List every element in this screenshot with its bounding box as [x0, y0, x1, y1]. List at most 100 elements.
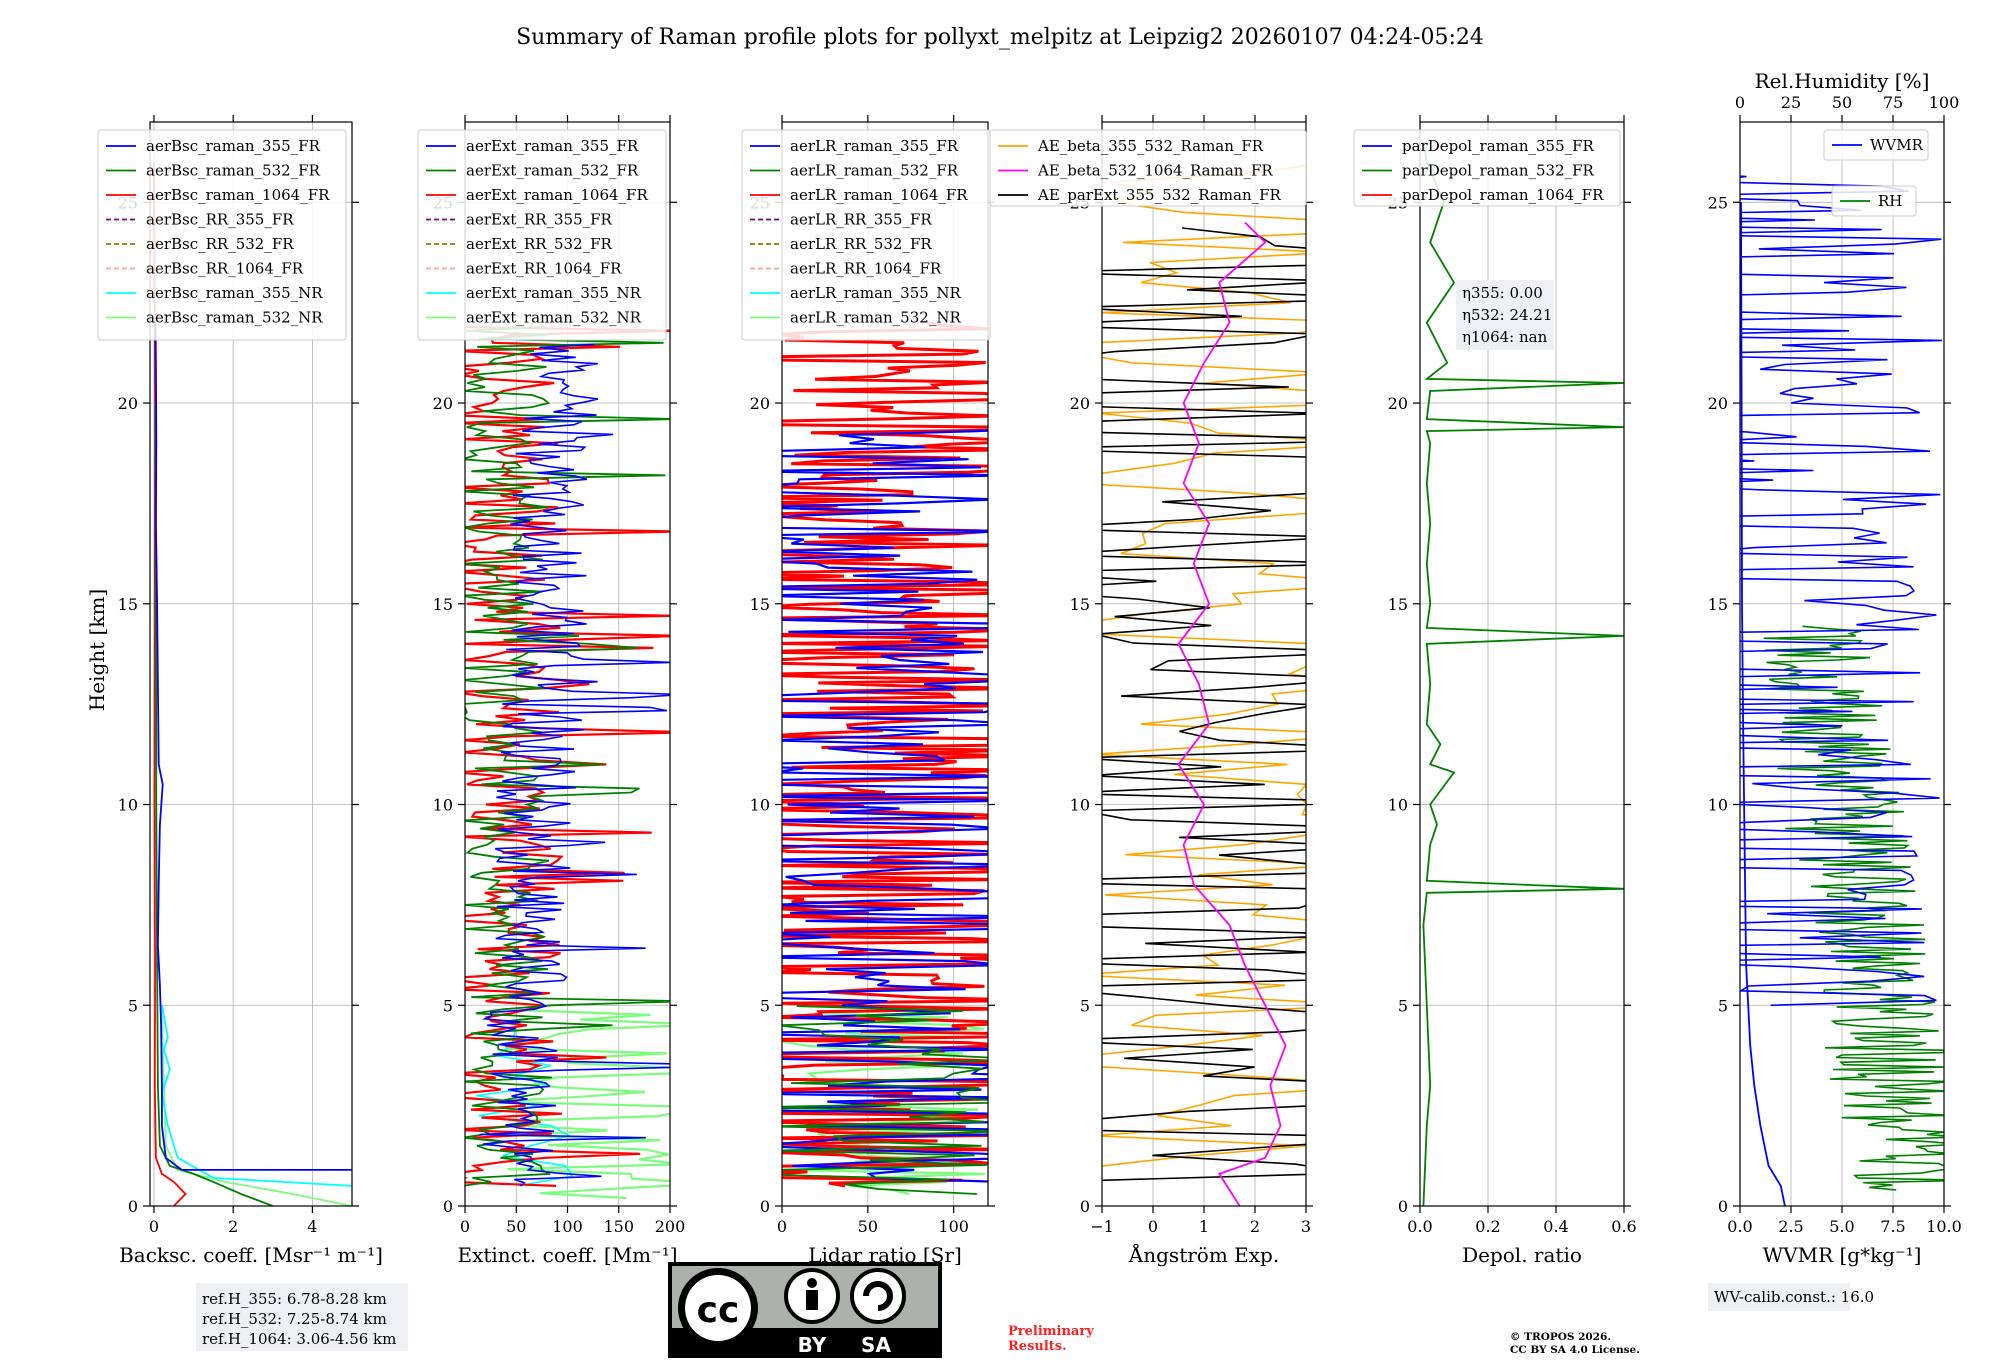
ytick-label: 5: [760, 996, 770, 1015]
preliminary-line-1: Preliminary: [1008, 1324, 1094, 1339]
ytick-label: 15: [1070, 595, 1090, 614]
cc-license-badge: cc BY SA: [668, 1262, 942, 1358]
series-WVMR: [1740, 202, 1786, 1206]
cc-circle: [685, 1275, 751, 1341]
xtick-label: 7.5: [1880, 1217, 1905, 1236]
wv-calib-bg: [1708, 1283, 1850, 1311]
series-AE_parExt_355_532_Raman_FR: [1102, 227, 1306, 1182]
xtick-label: 100: [552, 1217, 583, 1236]
series-aerBsc_raman_355_FR: [154, 322, 352, 1171]
ytick-label: 10: [750, 796, 770, 815]
xtick-label: 0: [777, 1217, 787, 1236]
xtick-label: 0.6: [1611, 1217, 1636, 1236]
ytick-label: 15: [750, 595, 770, 614]
xtick-label: 50: [506, 1217, 526, 1236]
legend-label: aerLR_RR_355_FR: [790, 211, 932, 229]
series-aerExt_raman_532_FR: [465, 325, 670, 1187]
xtick-label: 0: [460, 1217, 470, 1236]
data-traces-water_vapor: [1740, 175, 1944, 1206]
wv-calib-text: WV-calib.const.: 16.0: [1714, 1288, 1874, 1306]
ytick-label: 15: [118, 595, 138, 614]
ytick-label: 15: [433, 595, 453, 614]
legend-box-WVMR: [1823, 129, 1929, 161]
ytick-label: 20: [118, 394, 138, 413]
series-aerExt_raman_355_FR: [479, 343, 670, 1187]
ref-height-box: ref.H_355: 6.78-8.28 km ref.H_532: 7.25-…: [196, 1283, 408, 1351]
sa-icon-arrow: [863, 1281, 893, 1311]
xlabel-depol: Depol. ratio: [1462, 1243, 1582, 1267]
xtick-label: 5.0: [1829, 1217, 1854, 1236]
panel-angstrom: −101230510152025Ångström Exp.AE_beta_355…: [989, 115, 1313, 1267]
data-traces-lidar_ratio: [782, 321, 988, 1196]
y-axis-label: Height [km]: [85, 589, 109, 711]
ref-height-532: ref.H_532: 7.25-8.74 km: [202, 1310, 387, 1328]
xtick-label: 1: [1199, 1217, 1209, 1236]
sa-icon: [850, 1268, 906, 1324]
ytick-label: 20: [1388, 394, 1408, 413]
ytick-label: 5: [1398, 996, 1408, 1015]
series-AE_beta_355_532_Raman_FR: [1102, 164, 1306, 1167]
by-label: BY: [798, 1333, 827, 1357]
xtick-label: 0.4: [1543, 1217, 1568, 1236]
series-aerLR_raman_532_FR: [782, 1005, 988, 1195]
legend-box-angstrom: [989, 129, 1307, 207]
legend-label: aerLR_RR_532_FR: [790, 235, 932, 253]
ytick-label: 5: [128, 996, 138, 1015]
legend-label: aerLR_raman_1064_FR: [790, 186, 968, 204]
legend-label: aerBsc_RR_355_FR: [146, 211, 294, 229]
ref-height-1064: ref.H_1064: 3.06-4.56 km: [202, 1330, 396, 1348]
ytick-label: 0: [1398, 1197, 1408, 1216]
cc-logo-text: cc: [697, 1290, 740, 1331]
legend-label: AE_parExt_355_532_Raman_FR: [1037, 186, 1282, 204]
by-icon-head: [807, 1278, 817, 1288]
figure-title: Summary of Raman profile plots for polly…: [516, 25, 1484, 50]
panels: 0240510152025Backsc. coeff. [Msr⁻¹ m⁻¹]a…: [97, 69, 1962, 1267]
legend-label: aerExt_RR_1064_FR: [466, 260, 622, 278]
legend-label: aerLR_raman_355_FR: [790, 137, 959, 155]
legend-label: aerBsc_raman_355_FR: [146, 137, 321, 155]
ytick-label: 0: [128, 1197, 138, 1216]
ytick-label: 20: [1070, 394, 1090, 413]
legend-label: aerBsc_raman_355_NR: [146, 284, 323, 302]
xtick-label: 50: [858, 1217, 878, 1236]
ytick-label: 20: [750, 394, 770, 413]
legend-label: aerExt_raman_1064_FR: [466, 186, 648, 204]
legend-label: aerExt_raman_355_FR: [466, 137, 639, 155]
legend-label: aerLR_raman_532_FR: [790, 162, 959, 180]
panel-water_vapor: 0.0 2.5 5.0 7.5 10.0 0 5 10 15 20 25 WVMR [g*kg⁻¹] 0…: [1708, 69, 1962, 1267]
ytick-label: 15: [1388, 595, 1408, 614]
legend-box-lidar_ratio: [741, 129, 991, 341]
ytick-label: 5: [443, 996, 453, 1015]
series-AE_beta_532_1064_Raman_FR: [1177, 221, 1287, 1206]
eta-box-bg: [1456, 280, 1554, 350]
ytick-label: 10: [433, 796, 453, 815]
xtick-label: 2: [1250, 1217, 1260, 1236]
xtick-label: 200: [655, 1217, 686, 1236]
legend-label: aerBsc_raman_532_FR: [146, 162, 321, 180]
ytick-label: 20: [433, 394, 453, 413]
legend-label: aerLR_raman_355_NR: [790, 284, 961, 302]
series-aerBsc_raman_532_FR: [154, 402, 274, 1206]
axes-frame-backscatter: [149, 121, 353, 1207]
axes-frame-depol: [1419, 121, 1625, 1207]
data-traces-extinction: [465, 325, 670, 1200]
xtick-label: 150: [603, 1217, 634, 1236]
sa-label: SA: [861, 1333, 891, 1357]
top-xtick-label: 75: [1883, 93, 1903, 112]
ytick-label: 15: [1708, 595, 1728, 614]
series-aerLR_raman_355_FR: [782, 429, 988, 1183]
legend-label: aerExt_raman_532_NR: [466, 309, 642, 327]
legend-box-depol: [1353, 129, 1621, 207]
series-WVMR-noise: [1740, 175, 1942, 1007]
data-traces-depol: [1422, 141, 1624, 1206]
xtick-label: 4: [307, 1217, 317, 1236]
series-parDepol_raman_532_FR: [1422, 141, 1624, 1206]
xtick-label: 0: [1148, 1217, 1158, 1236]
eta-box: η355: 0.00 η532: 24.21 η1064: nan: [1456, 280, 1554, 350]
ref-height-355: ref.H_355: 6.78-8.28 km: [202, 1290, 387, 1308]
xtick-label: 3: [1301, 1217, 1311, 1236]
xtick-label: 2: [228, 1217, 238, 1236]
eta-532: η532: 24.21: [1462, 306, 1552, 324]
legend-label: parDepol_raman_355_FR: [1402, 137, 1595, 155]
